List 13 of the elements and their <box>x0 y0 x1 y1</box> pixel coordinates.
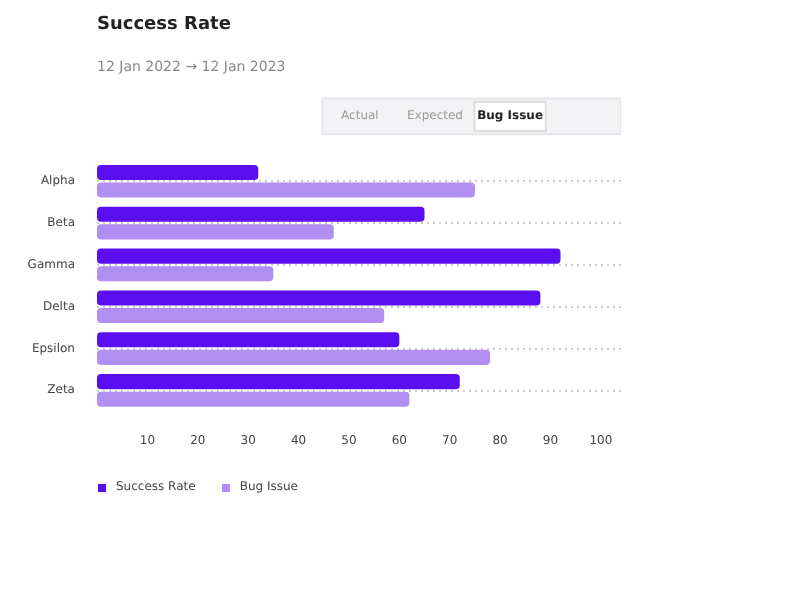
bar <box>97 164 259 180</box>
bar <box>97 349 490 365</box>
bar <box>97 374 460 390</box>
bar <box>97 182 475 198</box>
bar <box>97 206 425 222</box>
chart-title: Success Rate <box>97 15 231 35</box>
bar <box>97 266 274 282</box>
bar <box>97 290 541 306</box>
bar <box>97 332 400 348</box>
bar <box>97 248 561 264</box>
bar <box>97 224 334 240</box>
bar <box>97 307 385 324</box>
bar <box>97 391 410 407</box>
